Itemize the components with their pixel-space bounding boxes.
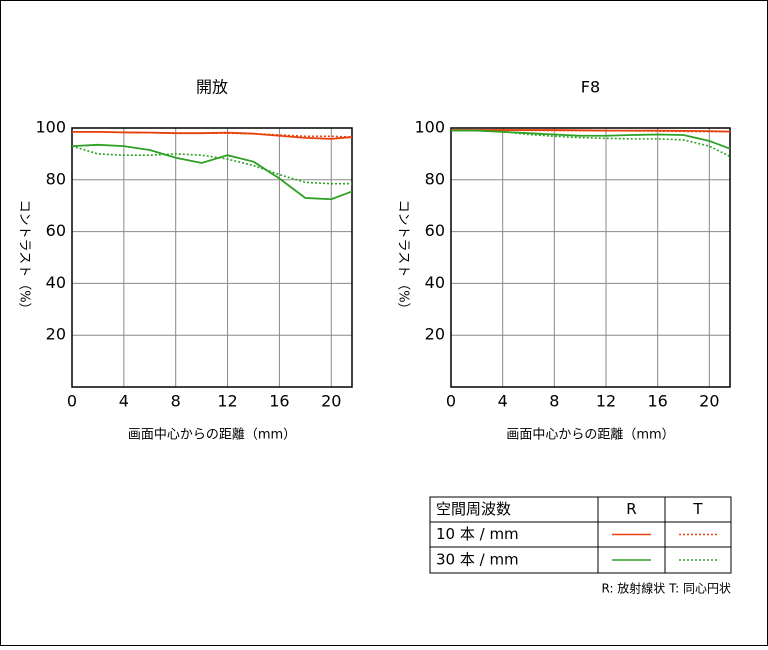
y-tick-label: 20 bbox=[425, 325, 445, 344]
x-tick-label: 8 bbox=[171, 392, 181, 411]
legend-note: R: 放射線状 T: 同心円状 bbox=[601, 581, 731, 596]
x-axis-label: 画面中心からの距離（mm） bbox=[506, 428, 674, 443]
x-tick-label: 4 bbox=[498, 392, 508, 411]
x-tick-label: 12 bbox=[217, 392, 237, 411]
x-tick-label: 4 bbox=[119, 392, 129, 411]
y-tick-label: 100 bbox=[414, 118, 445, 137]
y-tick-label: 60 bbox=[425, 221, 445, 240]
x-tick-label: 20 bbox=[321, 392, 341, 411]
y-tick-label: 100 bbox=[35, 118, 66, 137]
x-tick-label: 16 bbox=[647, 392, 667, 411]
x-tick-label: 0 bbox=[67, 392, 77, 411]
legend-header: 空間周波数 bbox=[436, 500, 511, 518]
line-series bbox=[451, 129, 730, 133]
x-tick-label: 0 bbox=[446, 392, 456, 411]
y-axis-label: コントラスト（%） bbox=[396, 199, 411, 315]
chart-title: 開放 bbox=[196, 78, 228, 97]
line-series bbox=[451, 129, 731, 150]
plot-frame bbox=[450, 127, 731, 388]
y-tick-label: 80 bbox=[425, 169, 445, 188]
y-tick-label: 40 bbox=[425, 273, 445, 292]
line-series bbox=[71, 145, 352, 185]
y-tick-label: 80 bbox=[46, 169, 66, 188]
plot-frame bbox=[71, 127, 353, 388]
legend-label: 10 本 / mm bbox=[436, 525, 519, 543]
y-axis-label: コントラスト（%） bbox=[17, 199, 32, 315]
y-tick-label: 40 bbox=[46, 273, 66, 292]
y-tick-label: 20 bbox=[46, 325, 66, 344]
y-tick-label: 60 bbox=[46, 221, 66, 240]
x-tick-label: 8 bbox=[549, 392, 559, 411]
chart-title: F8 bbox=[581, 78, 600, 97]
legend-label: 30 本 / mm bbox=[436, 551, 519, 569]
x-tick-label: 16 bbox=[269, 392, 289, 411]
line-series bbox=[72, 130, 353, 140]
line-series bbox=[71, 143, 353, 201]
legend-header: T bbox=[692, 500, 703, 518]
line-series bbox=[451, 129, 731, 158]
x-tick-label: 12 bbox=[596, 392, 616, 411]
x-axis-label: 画面中心からの距離（mm） bbox=[128, 428, 296, 443]
line-series bbox=[72, 131, 353, 138]
legend-header: R bbox=[626, 500, 636, 518]
x-tick-label: 20 bbox=[699, 392, 719, 411]
